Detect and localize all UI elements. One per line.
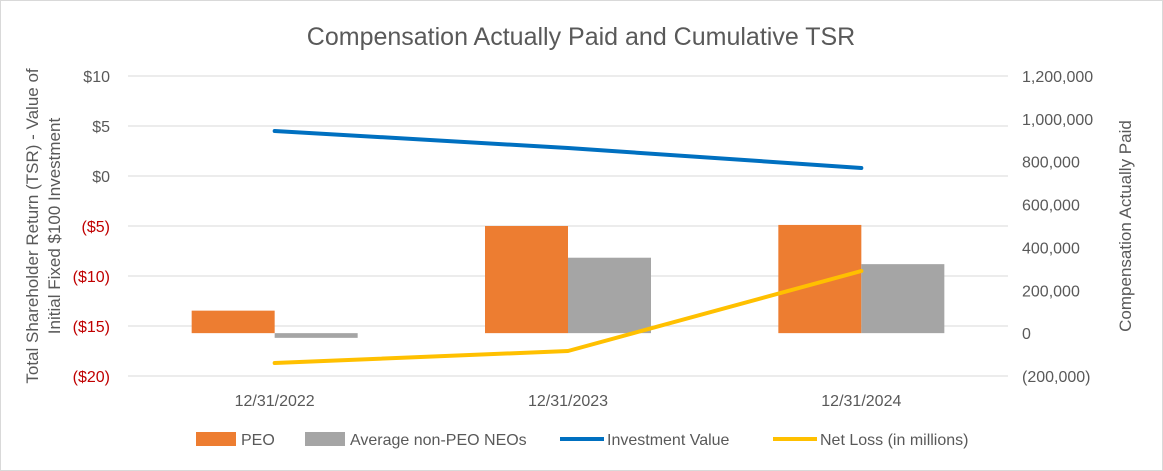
chart-title: Compensation Actually Paid and Cumulativ… (307, 23, 855, 51)
lines (272, 129, 864, 365)
category-labels: 12/31/2022 12/31/2023 12/31/2024 (235, 393, 902, 410)
category-label: 12/31/2023 (528, 393, 608, 410)
left-tick-label: ($5) (82, 219, 110, 236)
right-tick-label: 800,000 (1022, 155, 1080, 172)
bar-average-non-peo-neos (274, 333, 358, 338)
bar-peo (485, 226, 568, 334)
left-axis-ticks: $10 $5 $0 ($5) ($10) ($15) ($20) (73, 69, 110, 386)
bar-peo (778, 224, 862, 334)
bar-average-non-peo-neos (861, 264, 945, 334)
right-tick-label: (200,000) (1022, 369, 1091, 386)
line-net-loss-in-millions- (272, 269, 864, 365)
left-tick-label: ($20) (73, 369, 110, 386)
right-tick-label: 1,200,000 (1022, 69, 1093, 86)
left-tick-label: $0 (92, 169, 110, 186)
left-tick-label: ($10) (73, 269, 110, 286)
right-axis-ticks: 1,200,000 1,000,000 800,000 600,000 400,000 2… (1022, 69, 1093, 386)
legend-label: Net Loss (in millions) (820, 432, 968, 449)
line-investment-value (272, 129, 864, 170)
left-axis-title-line1: Total Shareholder Return (TSR) - Value o… (23, 68, 42, 384)
bar-peo (191, 310, 275, 334)
right-tick-label: 400,000 (1022, 240, 1080, 257)
right-tick-label: 1,000,000 (1022, 112, 1093, 129)
legend-swatch (196, 432, 236, 446)
right-axis-title: Compensation Actually Paid (1116, 120, 1135, 332)
category-label: 12/31/2024 (821, 393, 901, 410)
legend: PEO Average non-PEO NEOs Investment Value N… (196, 432, 968, 449)
legend-label: Average non-PEO NEOs (350, 432, 527, 449)
legend-swatch (305, 432, 345, 446)
right-tick-label: 0 (1022, 326, 1031, 343)
bars (191, 224, 945, 338)
left-tick-label: $10 (83, 69, 110, 86)
bar-average-non-peo-neos (568, 257, 651, 334)
category-label: 12/31/2022 (235, 393, 315, 410)
legend-label: Investment Value (607, 432, 730, 449)
right-tick-label: 600,000 (1022, 198, 1080, 215)
left-axis-title-line2: Initial Fixed $100 Investment (45, 118, 64, 335)
left-tick-label: ($15) (73, 319, 110, 336)
legend-label: PEO (241, 432, 275, 449)
left-tick-label: $5 (92, 119, 110, 136)
right-tick-label: 200,000 (1022, 283, 1080, 300)
